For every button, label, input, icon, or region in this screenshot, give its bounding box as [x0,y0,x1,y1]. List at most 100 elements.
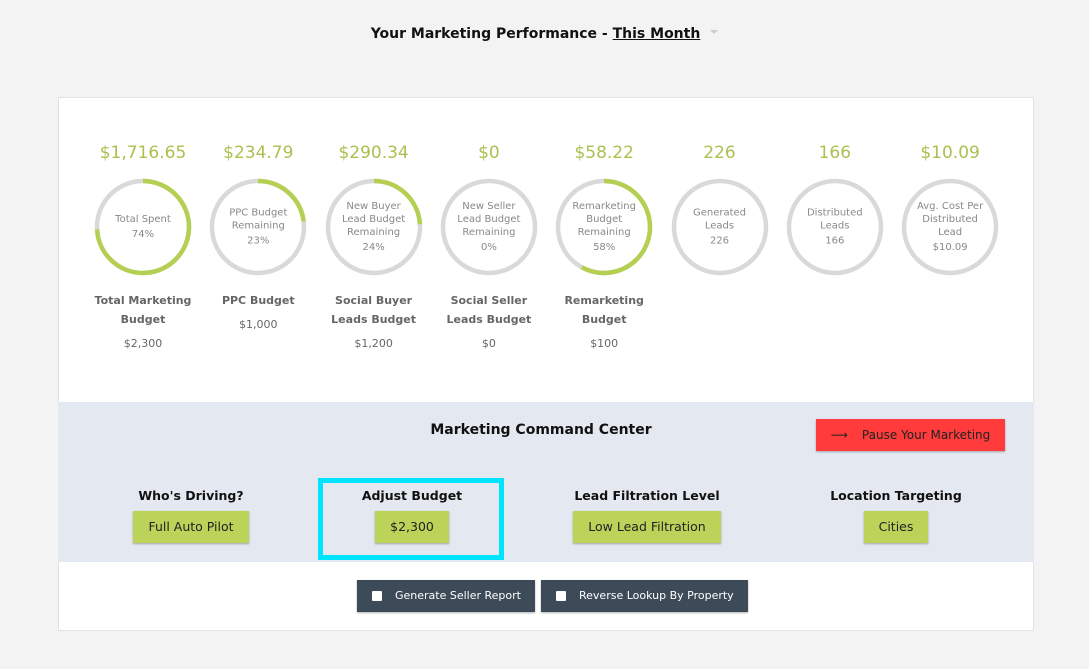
ring-value: 24% [362,242,385,253]
ring-progress [210,178,307,276]
ring-value: 23% [247,235,270,247]
ring-wrap: Distributed Leads 166 [785,177,885,277]
metric: 226 Generated Leads 226 [662,143,777,277]
ring [786,178,884,276]
metric: $10.09 Avg. Cost Per Distributed Lead $10.… [893,143,1008,277]
header: Your Marketing Performance - This Month [0,26,1089,42]
action-button[interactable]: Reverse Lookup By Property [541,580,748,612]
ring [325,178,422,276]
control: Adjust Budget $2,300 [302,488,522,543]
report-icon [556,591,566,601]
metric: $0 New Seller Lead Budget Remaining 0% Soci… [431,143,546,350]
ring-wrap: PPC Budget Remaining 23% [208,177,308,277]
metric-value: 226 [703,143,736,163]
ring-text: PPC Budget Remaining 23% [220,207,296,248]
budget-title: Social Seller Leads Budget [446,294,532,326]
ring-value: 58% [593,242,616,253]
ring-value: 74% [131,229,155,240]
ring-text: Remarketing Budget Remaining 58% [566,200,642,254]
pause-button[interactable]: ⟶ Pause Your Marketing [816,419,1005,451]
ring-label: Distributed Leads [806,207,863,232]
caret[interactable] [710,30,719,38]
control: Location Targeting Cities [786,488,1006,543]
ring-value: 226 [709,235,730,247]
budget-title: Social Buyer Leads Budget [331,294,416,326]
ring-progress [94,178,192,276]
ring-value: 166 [825,235,845,247]
control-label: Lead Filtration Level [574,488,720,503]
ring [440,178,538,276]
ring-label: Avg. Cost Per Distributed Lead [916,201,984,238]
ring [555,178,653,276]
ring [901,178,999,276]
budget-title: Total Marketing Budget [94,294,192,326]
ring-wrap: Remarketing Budget Remaining 58% [554,177,654,277]
control-button[interactable]: $2,300 [375,511,449,543]
ring-label: New Buyer Lead Budget Remaining [342,201,406,238]
pause-label: Pause Your Marketing [861,428,991,442]
highlight-box [318,478,504,560]
budget-value: $2,300 [123,337,163,350]
ring-label: Total Spent [115,214,171,225]
control-label: Location Targeting [830,488,962,503]
ring-text: Distributed Leads 166 [797,207,873,248]
ring [94,178,192,276]
ring-label: New Seller Lead Budget Remaining [457,201,521,238]
ring-label: Remarketing Budget Remaining [572,201,636,238]
ring-text: Total Spent 74% [105,213,181,241]
metric-value: $1,716.65 [99,143,187,163]
control-button[interactable]: Full Auto Pilot [133,511,249,543]
metric: $1,716.65 Total Spent 74% Total Marketing B… [86,143,201,350]
budget-value: $1,200 [354,337,393,350]
metric: $234.79 PPC Budget Remaining 23% PPC Budget… [201,143,316,331]
control-label: Who's Driving? [138,488,244,503]
action-label: Generate Seller Report [395,589,521,602]
control-button[interactable]: Cities [863,511,929,543]
ring-track [786,178,884,276]
budget-value: $0 [481,337,496,350]
ring-track [671,178,768,276]
metric-value: $58.22 [574,143,634,163]
ring-label: Generated Leads [692,207,747,232]
ring-text: Generated Leads 226 [682,207,758,248]
budget-title: PPC Budget [221,294,295,307]
ring [210,178,307,276]
metric-value: 166 [818,143,852,163]
ring-wrap: New Buyer Lead Budget Remaining 24% [324,177,424,277]
header-title: Your Marketing Performance - [370,26,613,42]
metric-value: $290.34 [338,143,409,163]
ring-value: $10.09 [932,242,968,253]
ring-value: 0% [480,242,497,253]
control: Lead Filtration Level Low Lead Filtration [537,488,757,543]
ring [671,178,768,276]
control-label: Adjust Budget [361,488,463,503]
budget-value: $1,000 [239,318,278,331]
metric: $58.22 Remarketing Budget Remaining 58% Rem… [547,143,662,350]
period-selector[interactable]: This Month [612,26,701,42]
report-icon [372,591,382,601]
metric: $290.34 New Buyer Lead Budget Remaining 24… [316,143,431,350]
ring-wrap: Generated Leads 226 [670,177,770,277]
control: Who's Driving? Full Auto Pilot [81,488,301,543]
ring-text: Avg. Cost Per Distributed Lead $10.09 [912,200,988,254]
action-button[interactable]: Generate Seller Report [357,580,535,612]
control-button[interactable]: Low Lead Filtration [573,511,721,543]
arrow-icon: ⟶ [830,428,848,442]
budget-title: Remarketing Budget [564,294,644,326]
command-center-title: Marketing Command Center [430,422,652,438]
ring-wrap: Total Spent 74% [93,177,193,277]
action-label: Reverse Lookup By Property [579,589,734,602]
ring-label: PPC Budget Remaining [229,207,288,232]
budget-value: $100 [590,337,619,350]
metric: 166 Distributed Leads 166 [777,143,892,277]
metric-value: $234.79 [223,143,294,163]
command-center: Marketing Command Center ⟶ Pause Your Mar… [58,402,1034,562]
metric-value: $0 [478,143,500,163]
ring-progress [555,178,653,276]
ring-text: New Seller Lead Budget Remaining 0% [451,200,527,254]
ring-wrap: New Seller Lead Budget Remaining 0% [439,177,539,277]
metric-value: $10.09 [920,143,980,163]
ring-progress [325,178,422,276]
ring-wrap: Avg. Cost Per Distributed Lead $10.09 [900,177,1000,277]
